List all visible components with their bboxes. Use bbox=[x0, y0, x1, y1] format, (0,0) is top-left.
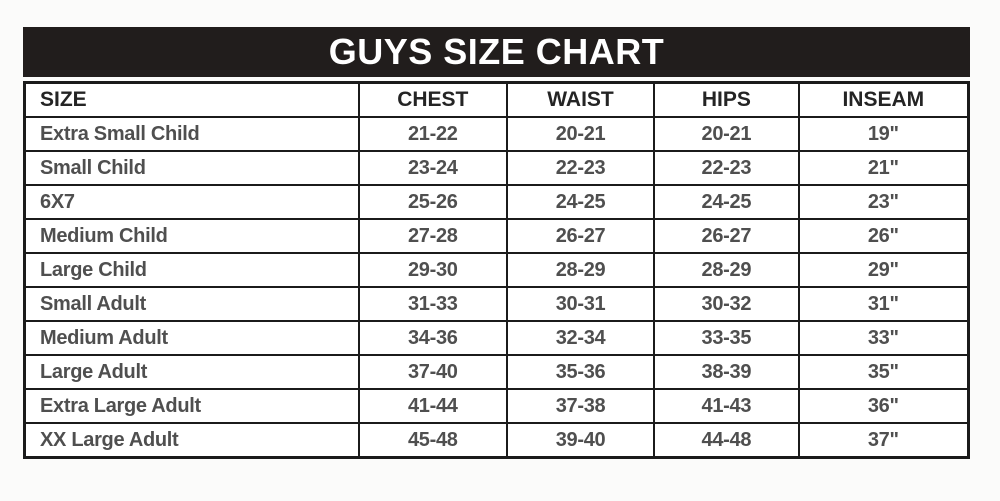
inseam-value-cell: 35" bbox=[797, 354, 970, 390]
table-row: Extra Small Child 21-22 20-21 20-21 19" bbox=[23, 116, 970, 152]
inseam-value-cell: 36" bbox=[797, 388, 970, 424]
inseam-value-cell: 29" bbox=[797, 252, 970, 288]
inseam-value-cell: 37" bbox=[797, 422, 970, 459]
waist-value-cell: 37-38 bbox=[505, 388, 656, 424]
row-label-cell: Medium Adult bbox=[23, 320, 360, 356]
column-header-waist: WAIST bbox=[505, 81, 656, 118]
size-chart-table: SIZE CHEST WAIST HIPS INSEAM Extra Small Chi… bbox=[23, 81, 970, 459]
waist-value-cell: 30-31 bbox=[505, 286, 656, 322]
waist-value-cell: 39-40 bbox=[505, 422, 656, 459]
chest-value-cell: 45-48 bbox=[357, 422, 508, 459]
waist-value-cell: 20-21 bbox=[505, 116, 656, 152]
chest-value-cell: 23-24 bbox=[357, 150, 508, 186]
row-label-cell: Extra Large Adult bbox=[23, 388, 360, 424]
table-row: XX Large Adult 45-48 39-40 44-48 37" bbox=[23, 422, 970, 459]
table-row: Large Child 29-30 28-29 28-29 29" bbox=[23, 252, 970, 288]
table-row: Large Adult 37-40 35-36 38-39 35" bbox=[23, 354, 970, 390]
column-header-size: SIZE bbox=[23, 81, 360, 118]
row-label-cell: Small Adult bbox=[23, 286, 360, 322]
waist-value-cell: 24-25 bbox=[505, 184, 656, 220]
hips-value-cell: 41-43 bbox=[653, 388, 800, 424]
waist-value-cell: 32-34 bbox=[505, 320, 656, 356]
column-header-hips: HIPS bbox=[653, 81, 800, 118]
hips-value-cell: 33-35 bbox=[653, 320, 800, 356]
row-label-cell: Medium Child bbox=[23, 218, 360, 254]
table-row: Small Child 23-24 22-23 22-23 21" bbox=[23, 150, 970, 186]
chest-value-cell: 29-30 bbox=[357, 252, 508, 288]
inseam-value-cell: 33" bbox=[797, 320, 970, 356]
inseam-value-cell: 19" bbox=[797, 116, 970, 152]
hips-value-cell: 44-48 bbox=[653, 422, 800, 459]
table-header: SIZE CHEST WAIST HIPS INSEAM bbox=[23, 81, 970, 118]
hips-value-cell: 30-32 bbox=[653, 286, 800, 322]
size-chart: GUYS SIZE CHART SIZE CHEST WAIST HIPS INSEAM… bbox=[23, 27, 970, 459]
table-row: Medium Child 27-28 26-27 26-27 26" bbox=[23, 218, 970, 254]
table-row: 6X7 25-26 24-25 24-25 23" bbox=[23, 184, 970, 220]
row-label-cell: Extra Small Child bbox=[23, 116, 360, 152]
chest-value-cell: 21-22 bbox=[357, 116, 508, 152]
column-header-inseam: INSEAM bbox=[797, 81, 970, 118]
chest-value-cell: 27-28 bbox=[357, 218, 508, 254]
table-body: Extra Small Child 21-22 20-21 20-21 19" Small… bbox=[23, 116, 970, 459]
table-row: Medium Adult 34-36 32-34 33-35 33" bbox=[23, 320, 970, 356]
waist-value-cell: 35-36 bbox=[505, 354, 656, 390]
column-header-chest: CHEST bbox=[357, 81, 508, 118]
table-row: Extra Large Adult 41-44 37-38 41-43 36" bbox=[23, 388, 970, 424]
row-label-cell: Small Child bbox=[23, 150, 360, 186]
chart-title-bar: GUYS SIZE CHART bbox=[23, 27, 970, 77]
header-row: SIZE CHEST WAIST HIPS INSEAM bbox=[23, 81, 970, 118]
hips-value-cell: 26-27 bbox=[653, 218, 800, 254]
hips-value-cell: 24-25 bbox=[653, 184, 800, 220]
inseam-value-cell: 21" bbox=[797, 150, 970, 186]
row-label-cell: 6X7 bbox=[23, 184, 360, 220]
hips-value-cell: 38-39 bbox=[653, 354, 800, 390]
chest-value-cell: 37-40 bbox=[357, 354, 508, 390]
hips-value-cell: 28-29 bbox=[653, 252, 800, 288]
chart-title: GUYS SIZE CHART bbox=[328, 31, 665, 72]
inseam-value-cell: 23" bbox=[797, 184, 970, 220]
row-label-cell: Large Child bbox=[23, 252, 360, 288]
chest-value-cell: 31-33 bbox=[357, 286, 508, 322]
hips-value-cell: 22-23 bbox=[653, 150, 800, 186]
waist-value-cell: 28-29 bbox=[505, 252, 656, 288]
chest-value-cell: 34-36 bbox=[357, 320, 508, 356]
table-row: Small Adult 31-33 30-31 30-32 31" bbox=[23, 286, 970, 322]
inseam-value-cell: 26" bbox=[797, 218, 970, 254]
row-label-cell: Large Adult bbox=[23, 354, 360, 390]
waist-value-cell: 26-27 bbox=[505, 218, 656, 254]
waist-value-cell: 22-23 bbox=[505, 150, 656, 186]
hips-value-cell: 20-21 bbox=[653, 116, 800, 152]
inseam-value-cell: 31" bbox=[797, 286, 970, 322]
chest-value-cell: 25-26 bbox=[357, 184, 508, 220]
row-label-cell: XX Large Adult bbox=[23, 422, 360, 459]
chest-value-cell: 41-44 bbox=[357, 388, 508, 424]
